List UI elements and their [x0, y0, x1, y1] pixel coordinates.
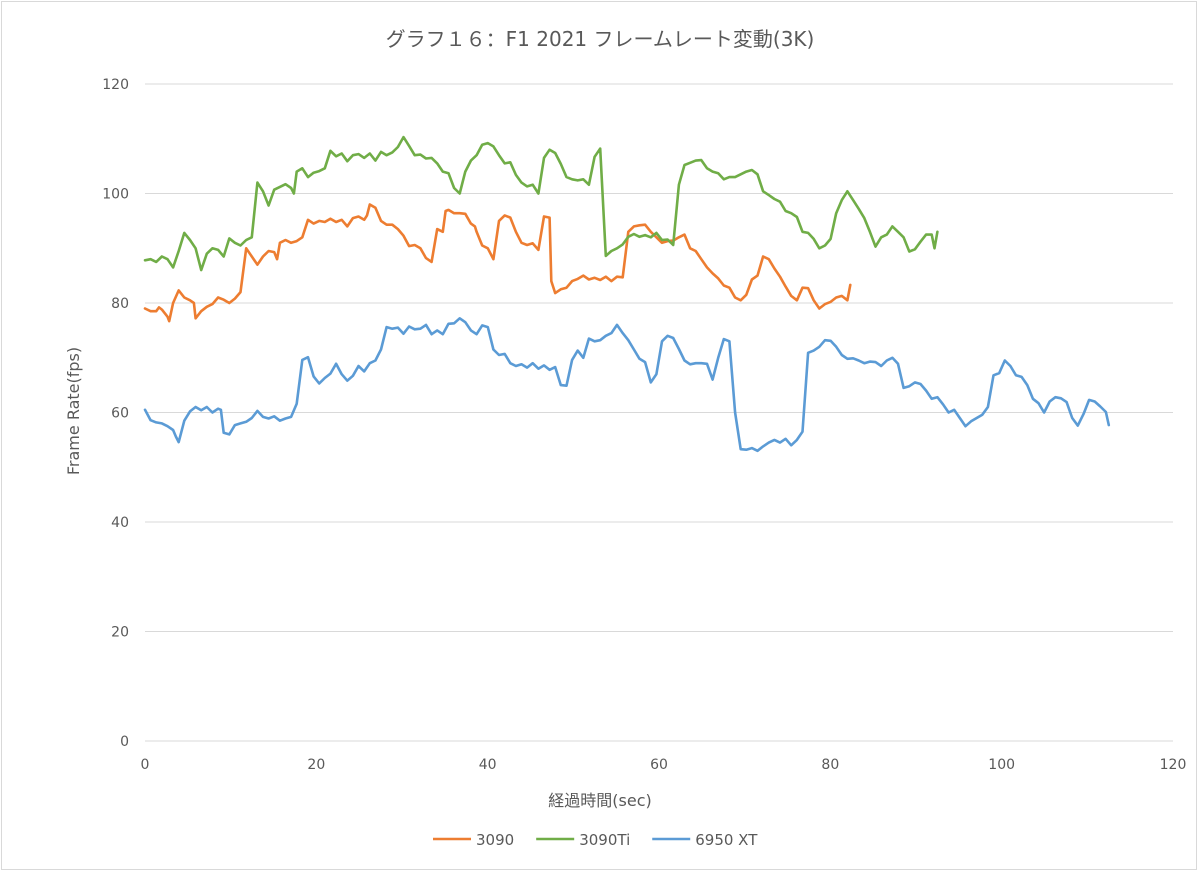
series-line-1 — [143, 135, 939, 272]
x-tick-label: 0 — [141, 757, 150, 773]
legend: 3090 3090Ti 6950 XT — [433, 831, 758, 849]
legend-label-0: 3090 — [476, 831, 514, 849]
x-tick-label: 120 — [1160, 757, 1187, 773]
y-tick-label: 40 — [111, 515, 129, 531]
chart-title: グラフ１６：F1 2021 フレームレート変動(3K) — [386, 27, 815, 51]
y-axis-title: Frame Rate(fps) — [64, 347, 83, 475]
x-tick-label: 40 — [479, 757, 497, 773]
y-tick-labels: 0 20 40 60 80 100 120 — [102, 77, 129, 750]
x-tick-label: 100 — [988, 757, 1015, 773]
x-axis-title: 経過時間(sec) — [548, 791, 651, 810]
y-tick-label: 120 — [102, 77, 129, 93]
y-tick-label: 100 — [102, 187, 129, 203]
x-tick-labels: 0 20 40 60 80 100 120 — [141, 757, 1187, 773]
x-tick-label: 80 — [821, 757, 839, 773]
gridlines — [145, 83, 1173, 742]
legend-label-2: 6950 XT — [695, 831, 758, 849]
plot-area — [143, 135, 1111, 453]
y-tick-label: 0 — [120, 734, 129, 750]
y-tick-label: 20 — [111, 625, 129, 641]
y-tick-label: 80 — [111, 296, 129, 312]
x-tick-label: 60 — [650, 757, 668, 773]
series-line-2 — [143, 316, 1111, 453]
x-tick-label: 20 — [307, 757, 325, 773]
series-line-0 — [143, 203, 852, 323]
y-tick-label: 60 — [111, 406, 129, 422]
legend-label-1: 3090Ti — [579, 831, 630, 849]
